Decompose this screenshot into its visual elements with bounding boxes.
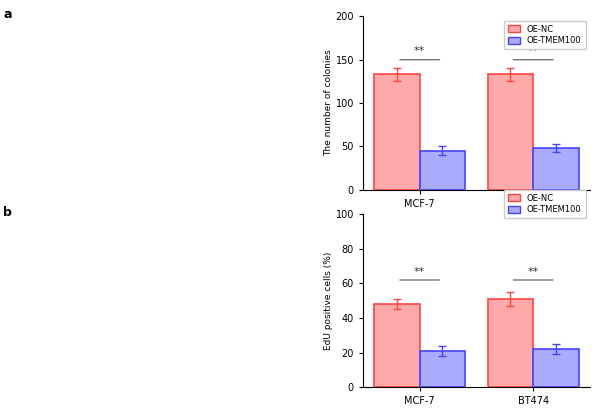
Text: **: **: [528, 267, 539, 277]
Bar: [374, 304, 420, 387]
Bar: [533, 148, 578, 190]
Y-axis label: The number of colonies: The number of colonies: [324, 49, 333, 157]
Y-axis label: EdU positive cells (%): EdU positive cells (%): [324, 252, 333, 350]
Legend: OE-NC, OE-TMEM100: OE-NC, OE-TMEM100: [503, 21, 586, 49]
Bar: [488, 299, 533, 387]
Bar: [488, 75, 533, 190]
Text: **: **: [414, 46, 425, 56]
Bar: [533, 349, 578, 387]
Text: b: b: [3, 206, 12, 219]
Text: **: **: [528, 46, 539, 56]
Text: a: a: [3, 8, 11, 21]
Bar: [420, 151, 465, 190]
Text: **: **: [414, 267, 425, 277]
Legend: OE-NC, OE-TMEM100: OE-NC, OE-TMEM100: [503, 190, 586, 218]
Bar: [420, 351, 465, 387]
Bar: [374, 75, 420, 190]
